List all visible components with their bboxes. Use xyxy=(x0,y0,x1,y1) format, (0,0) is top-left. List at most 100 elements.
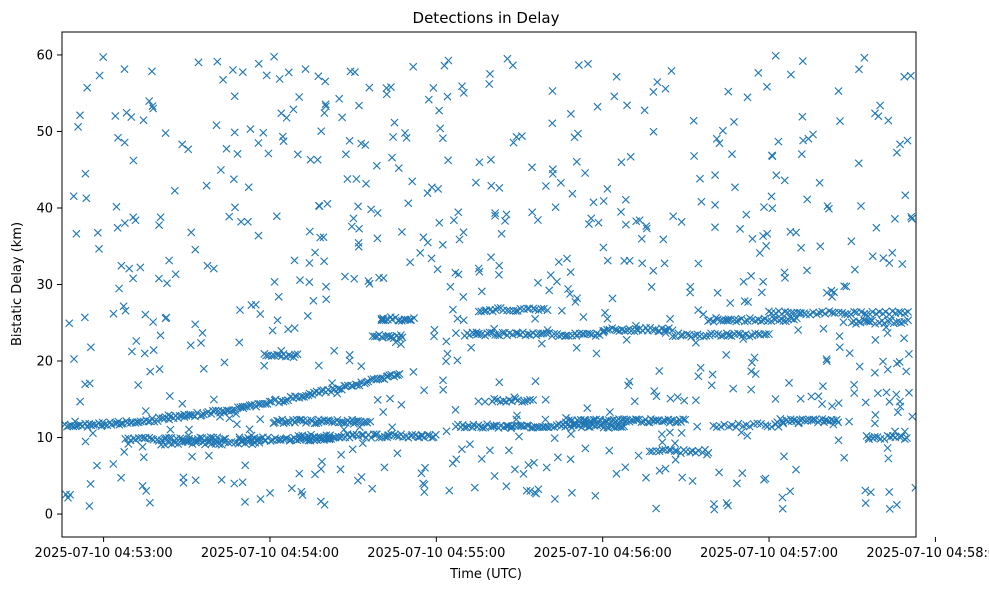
detection-point xyxy=(834,399,843,408)
detection-point xyxy=(772,171,781,180)
detection-point xyxy=(760,314,769,323)
detection-point xyxy=(737,428,746,437)
detection-point xyxy=(261,399,270,408)
detection-point xyxy=(645,447,654,456)
detection-point xyxy=(136,263,145,272)
detection-point xyxy=(256,495,265,504)
detection-point xyxy=(491,209,500,218)
detection-point xyxy=(871,410,880,419)
detection-point xyxy=(284,396,293,405)
detection-point xyxy=(350,68,359,77)
detection-point xyxy=(903,136,912,145)
detection-point xyxy=(768,151,776,160)
detection-point xyxy=(301,65,310,74)
detection-point xyxy=(911,483,916,492)
detection-point xyxy=(266,437,275,445)
detection-point xyxy=(282,113,291,122)
detection-point xyxy=(350,274,359,283)
detection-point xyxy=(885,397,894,406)
detection-point xyxy=(702,331,711,340)
detection-point xyxy=(870,368,879,377)
detection-point xyxy=(541,182,550,190)
detection-point xyxy=(149,346,158,355)
detection-point xyxy=(868,307,877,316)
detection-point xyxy=(291,350,299,359)
detection-point xyxy=(508,61,517,70)
detection-point xyxy=(861,486,870,495)
detection-point xyxy=(840,453,849,462)
detection-point xyxy=(554,258,563,266)
detection-point xyxy=(495,183,504,192)
detection-point xyxy=(840,282,849,291)
detection-point xyxy=(533,216,542,224)
detection-point xyxy=(216,412,224,421)
detection-point xyxy=(866,317,874,326)
detection-point xyxy=(382,84,391,93)
detection-point xyxy=(444,156,453,165)
detection-point xyxy=(868,252,877,261)
detection-point xyxy=(517,132,526,141)
detection-point xyxy=(373,395,382,404)
detection-point xyxy=(296,415,305,424)
detection-point xyxy=(553,453,562,462)
detection-point xyxy=(647,282,656,291)
detection-point xyxy=(278,132,287,141)
detection-point xyxy=(818,382,827,391)
detection-point xyxy=(268,326,277,335)
detection-point xyxy=(222,144,231,153)
detection-point xyxy=(224,438,233,447)
detection-point xyxy=(274,292,283,301)
detection-point xyxy=(904,350,913,358)
detection-point xyxy=(76,397,85,406)
detection-point xyxy=(187,228,196,237)
detection-point xyxy=(446,282,455,291)
detection-point xyxy=(804,134,813,143)
detection-point xyxy=(660,259,669,268)
detection-point xyxy=(76,111,84,120)
detection-point xyxy=(427,183,436,192)
detection-point xyxy=(660,326,669,335)
detection-point xyxy=(321,77,330,86)
detection-point xyxy=(295,469,304,478)
detection-point xyxy=(321,100,330,109)
detection-point xyxy=(449,216,458,225)
detection-point xyxy=(534,278,542,287)
detection-point xyxy=(790,315,798,324)
detection-point xyxy=(199,364,208,373)
detection-point xyxy=(328,379,337,388)
detection-point xyxy=(154,274,163,283)
detection-point xyxy=(428,433,436,442)
detection-point xyxy=(141,407,150,415)
detection-point xyxy=(320,109,329,117)
detection-point xyxy=(396,340,405,349)
detection-point xyxy=(129,156,138,165)
detection-point xyxy=(459,316,468,325)
detection-point xyxy=(349,214,358,223)
detection-point xyxy=(120,219,129,228)
detection-point xyxy=(442,337,451,346)
detection-point xyxy=(509,138,518,147)
detection-point xyxy=(651,416,660,425)
detection-point xyxy=(891,427,899,436)
detection-point xyxy=(119,302,128,311)
detection-point xyxy=(212,437,221,446)
detection-point xyxy=(141,310,150,319)
detection-point xyxy=(445,486,454,495)
detection-point xyxy=(409,367,418,376)
detection-point xyxy=(892,500,901,509)
detection-point xyxy=(905,388,913,397)
detection-point xyxy=(296,276,304,285)
detection-point xyxy=(522,486,531,495)
detection-point xyxy=(666,394,675,403)
detection-point xyxy=(906,71,915,80)
detection-point xyxy=(322,282,330,291)
detection-point xyxy=(148,102,157,111)
detection-point xyxy=(690,152,699,160)
detection-point xyxy=(133,418,142,426)
detection-point xyxy=(455,235,464,244)
detection-point xyxy=(423,189,432,198)
detection-point xyxy=(306,436,315,445)
detection-point xyxy=(759,232,768,240)
detection-point xyxy=(661,464,670,473)
detection-point xyxy=(490,472,499,480)
